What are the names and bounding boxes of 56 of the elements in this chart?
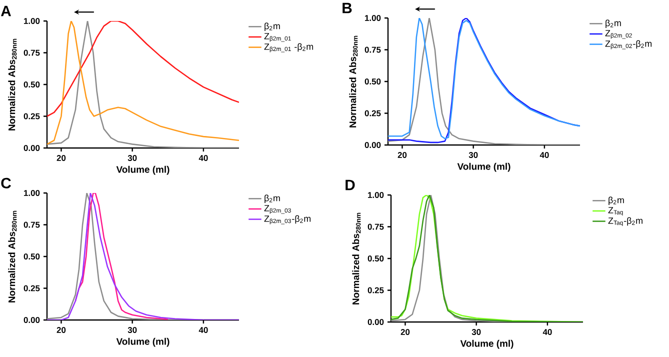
legend-label: Z$_{β2m_03}$-β$_{2}$m	[264, 215, 311, 224]
x-axis-title: Volume (ml)	[116, 166, 170, 175]
x-tick-label: 30	[128, 327, 137, 334]
x-tick-label: 40	[198, 327, 208, 334]
y-tick-label: 1.00	[365, 15, 381, 21]
legend-label: Z$_{Taq}$-β$_{2}$m	[608, 217, 642, 226]
y-tick-label: 0.75	[368, 224, 384, 230]
y-tick-label: 0.25	[24, 285, 40, 292]
legend-label: β$_{2}$m	[264, 194, 280, 203]
x-axis-title: Volume (ml)	[457, 162, 510, 172]
x-tick-label: 20	[400, 329, 410, 336]
y-tick-label: 0.00	[24, 145, 40, 151]
y-tick-label: 0.00	[368, 319, 384, 325]
legend-label: Z$_{β2m_01}$ -β$_{2}$m	[264, 43, 314, 52]
y-axis-title: Normalized Abs$_{280nm}$	[349, 36, 358, 128]
y-tick-label: 0.00	[24, 317, 40, 323]
x-tick-label: 30	[468, 152, 478, 158]
y-axis-title: Normalized Abs$_{280nm}$	[352, 212, 361, 304]
y-tick-label: 0.25	[24, 113, 40, 120]
x-tick-label: 40	[542, 329, 552, 336]
y-tick-label: 0.75	[24, 222, 40, 228]
legend-label: β$_{2}$m	[606, 20, 621, 28]
x-tick-label: 40	[198, 155, 208, 162]
y-tick-label: 0.75	[24, 50, 40, 56]
chart-title: A	[0, 6, 11, 16]
legend-label: Z$_{β2m_01}$	[264, 33, 291, 42]
x-axis-title: Volume (ml)	[116, 338, 170, 347]
y-tick-label: 0.00	[364, 142, 381, 148]
y-tick-label: 0.25	[368, 287, 384, 294]
y-tick-label: 1.00	[24, 18, 40, 24]
x-axis-title: Volume (ml)	[460, 340, 514, 349]
x-tick-label: 30	[128, 155, 137, 162]
y-tick-label: 0.50	[24, 254, 40, 260]
chart-title: D	[346, 180, 355, 190]
y-tick-label: 0.50	[368, 256, 384, 262]
legend-label: Z$_{β2m_02}$-β$_{2}$m	[605, 40, 652, 50]
legend-label: Z$_{β2m_02}$	[605, 30, 632, 39]
y-axis-title: Normalized Abs$_{280nm}$	[8, 38, 17, 130]
y-axis-title: Normalized Abs$_{280nm}$	[8, 210, 17, 302]
x-tick-label: 20	[56, 155, 66, 162]
y-tick-label: 0.50	[364, 78, 381, 84]
legend-label: β$_{2}$m	[608, 196, 624, 205]
x-tick-label: 30	[472, 329, 481, 336]
y-tick-label: 1.00	[368, 192, 384, 198]
legend-label: Z$_{Taq}$	[608, 207, 623, 216]
chart-title: B	[342, 2, 352, 14]
legend-label: β$_{2}$m	[264, 22, 280, 31]
y-tick-label: 1.00	[24, 190, 40, 196]
y-tick-label: 0.50	[24, 82, 40, 88]
legend-label: Z$_{β2m_03}$	[264, 205, 291, 214]
x-tick-label: 40	[540, 152, 549, 158]
y-tick-label: 0.75	[364, 46, 381, 53]
chart-title: C	[1, 178, 11, 188]
x-tick-label: 20	[398, 152, 407, 158]
y-tick-label: 0.25	[364, 110, 381, 116]
x-tick-label: 20	[56, 327, 66, 334]
